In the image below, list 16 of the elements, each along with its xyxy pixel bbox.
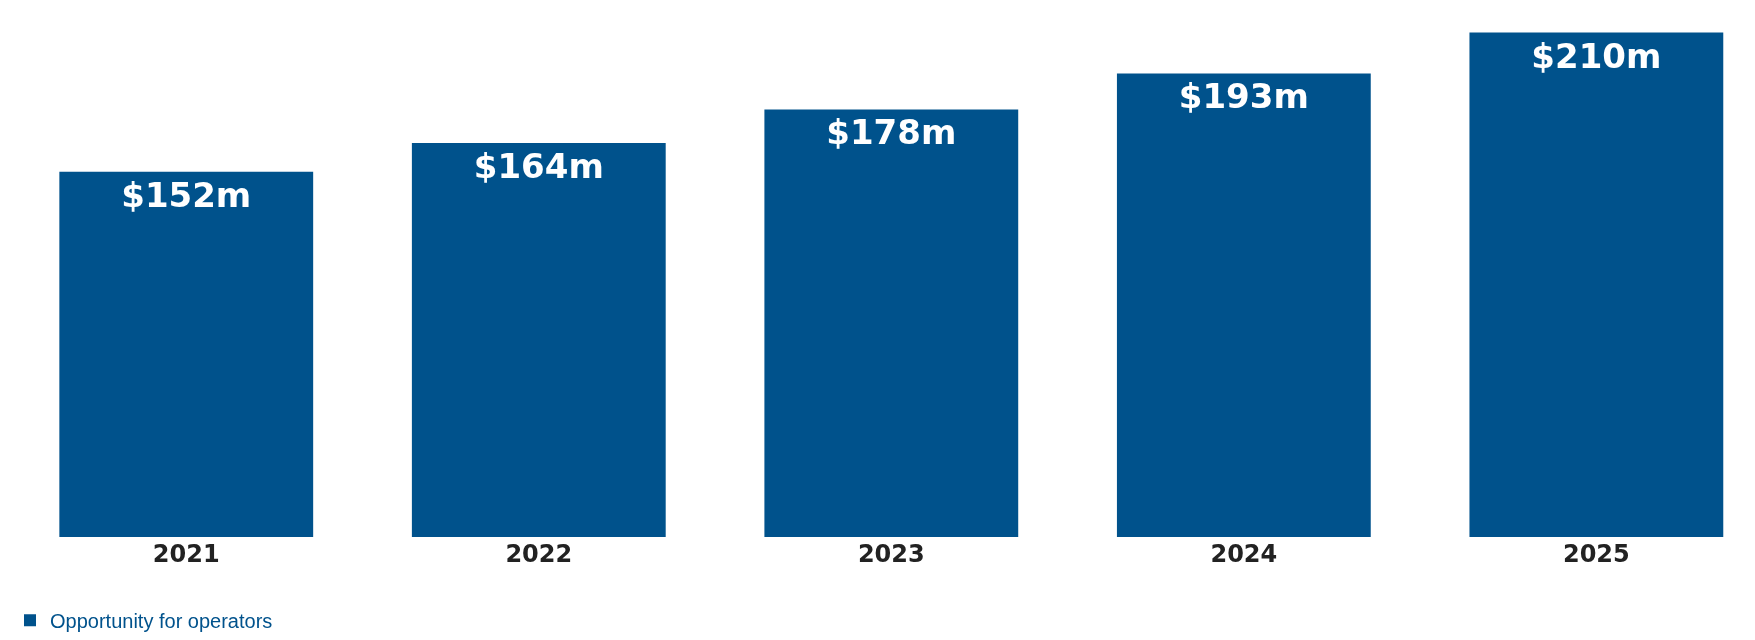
data-label: $152m bbox=[121, 174, 252, 215]
data-label: $178m bbox=[826, 112, 957, 153]
bar bbox=[764, 109, 1019, 537]
bar bbox=[1469, 32, 1724, 537]
data-label: $210m bbox=[1531, 35, 1662, 76]
x-tick-label: 2022 bbox=[505, 540, 573, 568]
x-tick-label: 2021 bbox=[152, 540, 220, 568]
bar bbox=[59, 171, 314, 537]
x-tick-label: 2024 bbox=[1210, 540, 1278, 568]
data-label: $164m bbox=[473, 146, 604, 187]
data-label: $193m bbox=[1178, 76, 1309, 117]
bar bbox=[411, 143, 666, 537]
bar bbox=[1116, 73, 1371, 537]
legend-label: Opportunity for operators bbox=[50, 610, 273, 633]
x-tick-label: 2023 bbox=[857, 540, 925, 568]
x-tick-label: 2025 bbox=[1562, 540, 1630, 568]
